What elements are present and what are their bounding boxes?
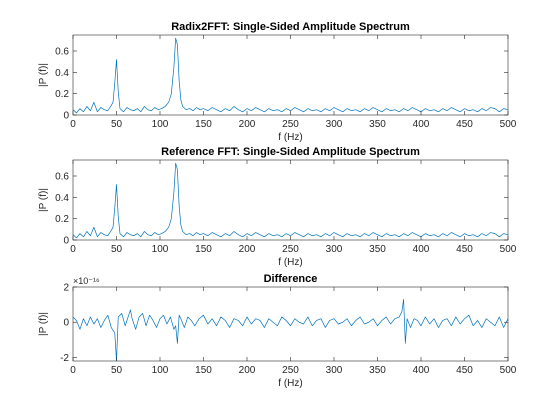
series-line-1 [72,37,509,114]
x-tick-label: 350 [369,365,386,376]
x-tick-label: 400 [413,119,430,130]
x-tick-label: 200 [239,365,256,376]
y-tick-label: 0.6 [55,172,69,183]
x-tick-label: 450 [456,244,473,255]
y-tick-label: 0.2 [55,89,69,100]
plot-area-frame [72,34,509,116]
chart-title: Radix2FFT: Single-Sided Amplitude Spectr… [171,21,410,33]
x-tick-label: 100 [152,119,169,130]
y-tick-label: 2 [63,283,69,294]
plot-area-frame [72,159,509,241]
y-axis-label: |P (f)| [38,63,49,87]
subplot-1: 0 50 100 150 200 250 300 350 400 450 500 0 0.2 0.4 0.6… [38,21,517,143]
x-tick-label: 150 [195,119,212,130]
x-tick-label: 200 [239,119,256,130]
x-tick-label: 100 [152,365,169,376]
series-line-1 [72,298,509,362]
x-tick-label: 50 [111,119,123,130]
x-tick-label: 250 [282,365,299,376]
x-tick-label: 0 [70,119,76,130]
x-axis-label: f (Hz) [278,378,302,389]
x-tick-label: 0 [70,365,76,376]
subplot-2: 0 50 100 150 200 250 300 350 400 450 500 0 0.2 0.4 0.6… [38,146,517,268]
y-axis-label: |P (f)| [38,312,49,336]
subplot-3: 0 50 100 150 200 250 300 350 400 450 500-202Differ… [38,273,517,389]
y-tick-label: 0.4 [55,193,69,204]
x-tick-label: 300 [326,244,343,255]
series-line-1 [72,162,509,239]
x-tick-label: 450 [456,119,473,130]
y-tick-label: 0.4 [55,68,69,79]
y-tick-label: -2 [60,353,69,364]
chart-title: Reference FFT: Single-Sided Amplitude Sp… [161,146,420,158]
y-exponent-label: ×10⁻¹⁶ [73,276,100,286]
x-tick-label: 50 [111,244,123,255]
x-tick-label: 300 [326,365,343,376]
x-tick-label: 0 [70,244,76,255]
x-tick-label: 50 [111,365,123,376]
x-tick-label: 500 [500,365,517,376]
x-axis-label: f (Hz) [278,257,302,268]
x-tick-label: 300 [326,119,343,130]
y-tick-label: 0.6 [55,47,69,58]
x-tick-label: 150 [195,365,212,376]
x-tick-label: 350 [369,119,386,130]
x-tick-label: 400 [413,365,430,376]
y-tick-label: 0 [63,318,69,329]
plot-area-frame [72,286,509,362]
x-tick-label: 250 [282,244,299,255]
x-tick-label: 400 [413,244,430,255]
x-tick-label: 200 [239,244,256,255]
x-tick-label: 250 [282,119,299,130]
y-tick-label: 0.2 [55,214,69,225]
y-tick-label: 0 [63,236,69,247]
x-tick-label: 100 [152,244,169,255]
x-tick-label: 350 [369,244,386,255]
x-tick-label: 450 [456,365,473,376]
y-tick-label: 0 [63,111,69,122]
x-axis-label: f (Hz) [278,132,302,143]
x-tick-label: 500 [500,244,517,255]
chart-title: Difference [264,273,318,285]
x-tick-label: 150 [195,244,212,255]
y-axis-label: |P (f)| [38,188,49,212]
x-tick-label: 500 [500,119,517,130]
